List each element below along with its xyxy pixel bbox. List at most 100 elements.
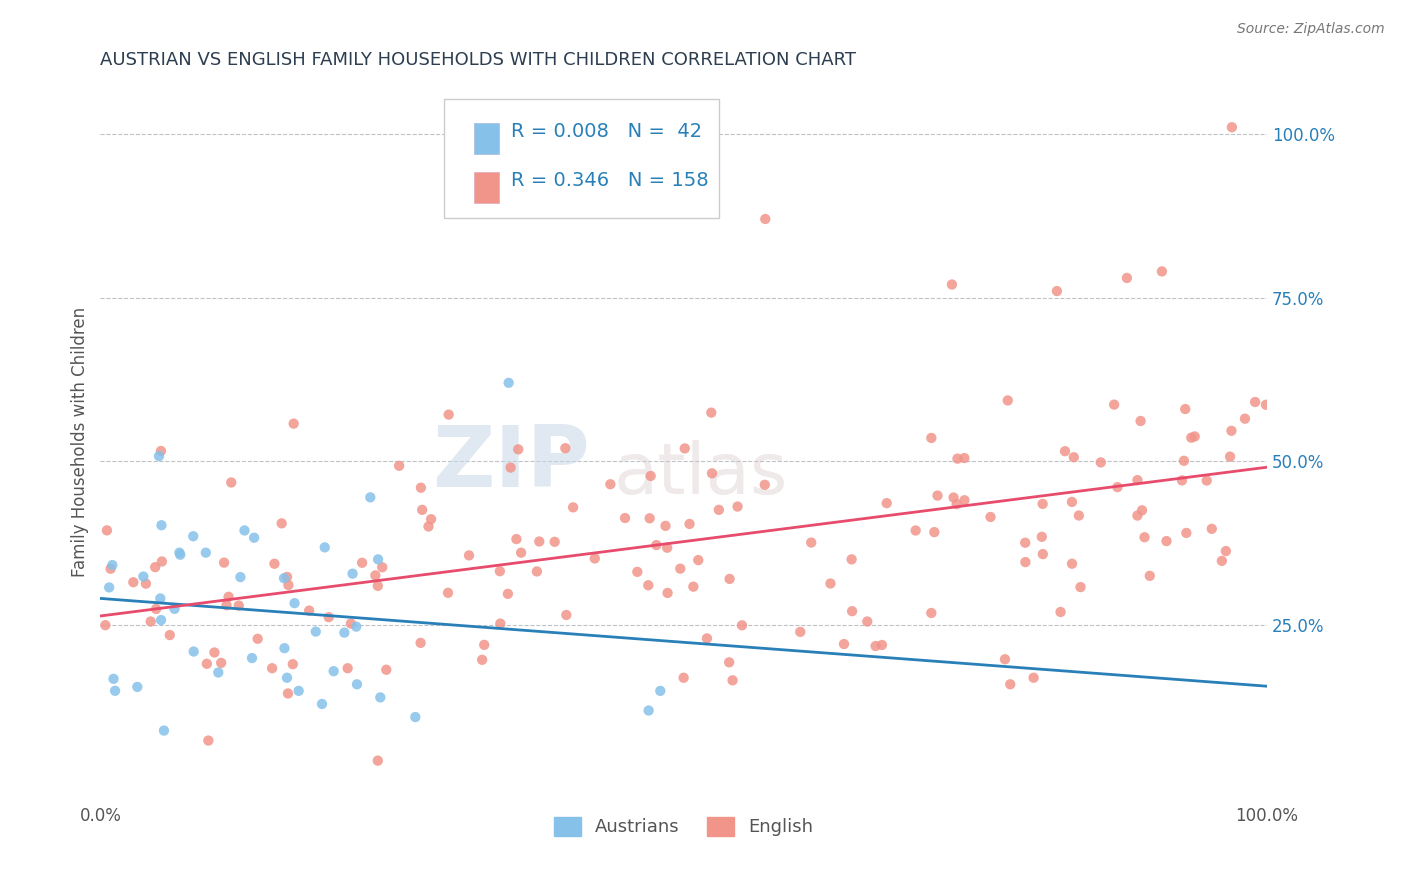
Point — [215, 599, 238, 613]
Point — [437, 586, 460, 600]
Point — [169, 548, 191, 562]
Point — [218, 590, 240, 604]
Point — [637, 704, 659, 718]
Point — [276, 671, 298, 685]
Point — [1130, 503, 1153, 517]
Point — [498, 376, 520, 390]
Point — [277, 686, 299, 700]
Point — [411, 503, 433, 517]
Point — [1133, 530, 1156, 544]
Point — [139, 615, 162, 629]
Point — [1031, 530, 1053, 544]
Point — [1174, 402, 1197, 417]
Point — [543, 534, 565, 549]
Point — [904, 524, 927, 538]
Point — [359, 491, 381, 505]
Point — [195, 657, 218, 671]
Point — [1063, 450, 1085, 465]
Point — [1126, 473, 1149, 487]
Point — [673, 442, 696, 456]
Text: Source: ZipAtlas.com: Source: ZipAtlas.com — [1237, 22, 1385, 37]
Point — [1126, 508, 1149, 523]
Point — [169, 546, 191, 560]
Point — [145, 602, 167, 616]
Point — [727, 500, 749, 514]
Point — [1129, 414, 1152, 428]
Point — [135, 576, 157, 591]
Point — [1180, 431, 1202, 445]
Point — [1173, 454, 1195, 468]
Y-axis label: Family Households with Children: Family Households with Children — [72, 307, 89, 577]
Point — [207, 665, 229, 680]
Point — [489, 564, 512, 578]
Point — [204, 645, 226, 659]
Point — [1090, 455, 1112, 469]
Point — [149, 591, 172, 606]
Point — [1150, 264, 1173, 278]
Point — [149, 444, 172, 458]
Point — [1053, 444, 1076, 458]
Text: R = 0.346   N = 158: R = 0.346 N = 158 — [510, 171, 709, 190]
Point — [287, 683, 309, 698]
Point — [273, 571, 295, 585]
Point — [132, 569, 155, 583]
FancyBboxPatch shape — [474, 123, 499, 153]
Point — [1060, 495, 1083, 509]
Point — [1032, 547, 1054, 561]
Point — [1069, 580, 1091, 594]
Point — [194, 546, 217, 560]
Point — [997, 393, 1019, 408]
Point — [637, 578, 659, 592]
Point — [688, 553, 710, 567]
Point — [240, 651, 263, 665]
Point — [700, 467, 723, 481]
Point — [876, 496, 898, 510]
Point — [941, 277, 963, 292]
Point — [1254, 398, 1277, 412]
Point — [1156, 534, 1178, 549]
Point — [409, 636, 432, 650]
Point — [489, 616, 512, 631]
Point — [344, 619, 367, 633]
Point — [979, 510, 1001, 524]
Point — [263, 557, 285, 571]
Point — [945, 497, 967, 511]
Point — [1171, 474, 1194, 488]
Point — [1102, 398, 1125, 412]
Point — [472, 638, 495, 652]
Point — [1233, 411, 1256, 425]
Point — [1107, 480, 1129, 494]
Point — [229, 570, 252, 584]
Point — [98, 581, 121, 595]
Point — [505, 532, 527, 546]
Point — [409, 481, 432, 495]
Point — [1184, 429, 1206, 443]
Point — [342, 566, 364, 581]
Point — [1049, 605, 1071, 619]
Point — [270, 516, 292, 531]
Point — [731, 618, 754, 632]
Text: atlas: atlas — [613, 440, 787, 508]
Point — [754, 211, 776, 226]
Point — [314, 541, 336, 555]
Point — [418, 519, 440, 533]
Point — [233, 524, 256, 538]
Point — [94, 618, 117, 632]
Point — [870, 638, 893, 652]
Point — [298, 604, 321, 618]
Point — [284, 596, 307, 610]
Point — [1067, 508, 1090, 523]
Point — [153, 723, 176, 738]
Point — [273, 641, 295, 656]
Point — [311, 697, 333, 711]
Point — [599, 477, 621, 491]
Point — [243, 531, 266, 545]
Point — [555, 607, 578, 622]
Point — [1060, 557, 1083, 571]
Point — [1244, 395, 1267, 409]
Point — [920, 431, 942, 445]
Point — [865, 639, 887, 653]
Point — [927, 489, 949, 503]
Point — [318, 610, 340, 624]
Point — [1014, 535, 1036, 549]
